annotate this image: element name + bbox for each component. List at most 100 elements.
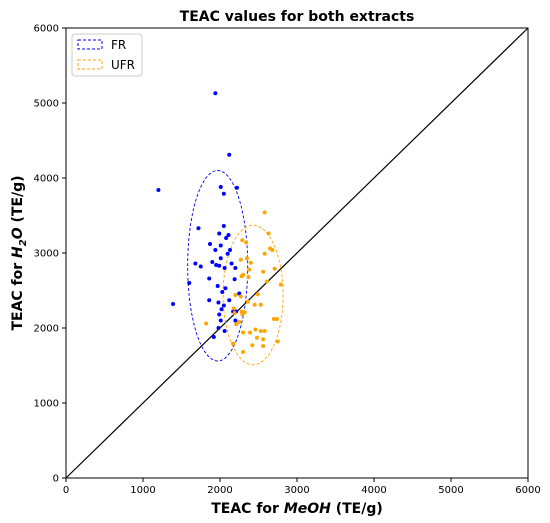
point-ufr <box>247 267 252 272</box>
point-fr <box>227 152 232 157</box>
point-fr <box>227 298 232 303</box>
point-ufr <box>231 306 236 311</box>
point-fr <box>217 231 222 236</box>
point-ufr <box>248 330 253 335</box>
x-tick-label: 2000 <box>207 485 232 496</box>
point-ufr <box>253 327 258 332</box>
point-ufr <box>262 251 267 256</box>
y-tick-label: 4000 <box>34 174 59 185</box>
point-ufr <box>234 322 239 327</box>
point-fr <box>218 318 223 323</box>
point-ufr <box>255 292 260 297</box>
point-ufr <box>266 231 271 236</box>
point-fr <box>218 185 223 189</box>
point-ufr <box>262 210 267 215</box>
point-ufr <box>252 302 257 307</box>
point-fr <box>237 291 242 296</box>
point-ufr <box>244 256 249 261</box>
point-fr <box>213 91 218 96</box>
point-ufr <box>254 335 259 340</box>
point-fr <box>226 233 231 237</box>
point-fr <box>214 263 219 267</box>
y-tick-label: 6000 <box>34 24 59 35</box>
y-tick-label: 3000 <box>34 249 59 260</box>
point-fr <box>193 261 198 266</box>
x-tick-label: 6000 <box>515 485 540 496</box>
point-ufr <box>231 341 236 346</box>
point-ufr <box>258 329 263 333</box>
x-tick-label: 3000 <box>284 485 309 496</box>
point-fr <box>234 185 239 190</box>
point-ufr <box>232 311 237 315</box>
point-ufr <box>262 329 267 333</box>
point-ufr <box>238 294 243 299</box>
point-ufr <box>261 269 266 274</box>
x-tick-label: 1000 <box>130 485 155 496</box>
point-ufr <box>271 317 276 321</box>
y-tick-label: 5000 <box>34 99 59 110</box>
point-ufr <box>250 343 255 348</box>
point-ufr <box>264 279 269 284</box>
point-ufr <box>258 302 263 307</box>
point-ufr <box>204 321 209 326</box>
x-tick-label: 4000 <box>361 485 386 496</box>
point-ufr <box>261 344 266 348</box>
point-fr <box>215 284 220 288</box>
data-points <box>156 91 283 354</box>
legend-swatch-ufr <box>77 59 103 70</box>
point-fr <box>211 335 216 339</box>
chart-title: TEAC values for both extracts <box>180 9 415 25</box>
point-ufr <box>241 330 246 335</box>
y-axis-ticks: 0 1000 2000 3000 4000 5000 6000 <box>34 24 66 485</box>
point-fr <box>223 286 228 291</box>
point-fr <box>216 326 221 330</box>
point-ufr <box>239 309 244 314</box>
point-fr <box>198 264 203 269</box>
y-tick-label: 1000 <box>34 399 59 410</box>
point-fr <box>171 302 176 306</box>
point-ufr <box>237 320 242 324</box>
y-tick-label: 2000 <box>34 324 59 335</box>
point-fr <box>221 191 226 196</box>
point-ufr <box>261 337 266 342</box>
legend: FR UFR <box>71 33 143 77</box>
point-fr <box>228 248 233 252</box>
point-ufr <box>274 317 279 321</box>
x-tick-label: 5000 <box>438 485 463 496</box>
legend-box <box>71 33 143 77</box>
point-fr <box>217 263 222 268</box>
point-ufr <box>239 274 244 279</box>
point-fr <box>213 248 218 252</box>
point-ufr <box>238 257 243 262</box>
point-ufr <box>246 275 251 279</box>
legend-label-ufr: UFR <box>111 58 135 72</box>
point-ufr <box>245 299 250 304</box>
ellipse-fr <box>187 170 249 362</box>
point-fr <box>221 224 226 228</box>
x-axis-label: TEAC for MeOH (TE/g) <box>211 501 383 517</box>
point-fr <box>156 188 161 192</box>
y-axis-label: TEAC for H2O (TE/g) <box>10 175 29 330</box>
y-tick-label: 0 <box>53 474 59 485</box>
point-fr <box>233 266 238 270</box>
point-ufr <box>240 238 245 243</box>
point-fr <box>207 242 212 246</box>
point-fr <box>220 290 225 294</box>
point-fr <box>218 256 223 261</box>
point-fr <box>187 281 192 285</box>
point-ufr <box>233 293 238 297</box>
point-ufr <box>270 248 275 252</box>
point-fr <box>232 277 237 282</box>
point-ufr <box>278 282 283 287</box>
point-fr <box>216 300 221 305</box>
legend-label-fr: FR <box>111 38 126 52</box>
point-fr <box>222 266 227 270</box>
point-ufr <box>275 339 280 344</box>
point-fr <box>229 261 234 266</box>
point-fr <box>225 251 230 256</box>
point-fr <box>233 318 238 323</box>
point-fr <box>218 243 223 248</box>
point-ufr <box>272 266 277 271</box>
x-tick-label: 0 <box>63 485 69 496</box>
